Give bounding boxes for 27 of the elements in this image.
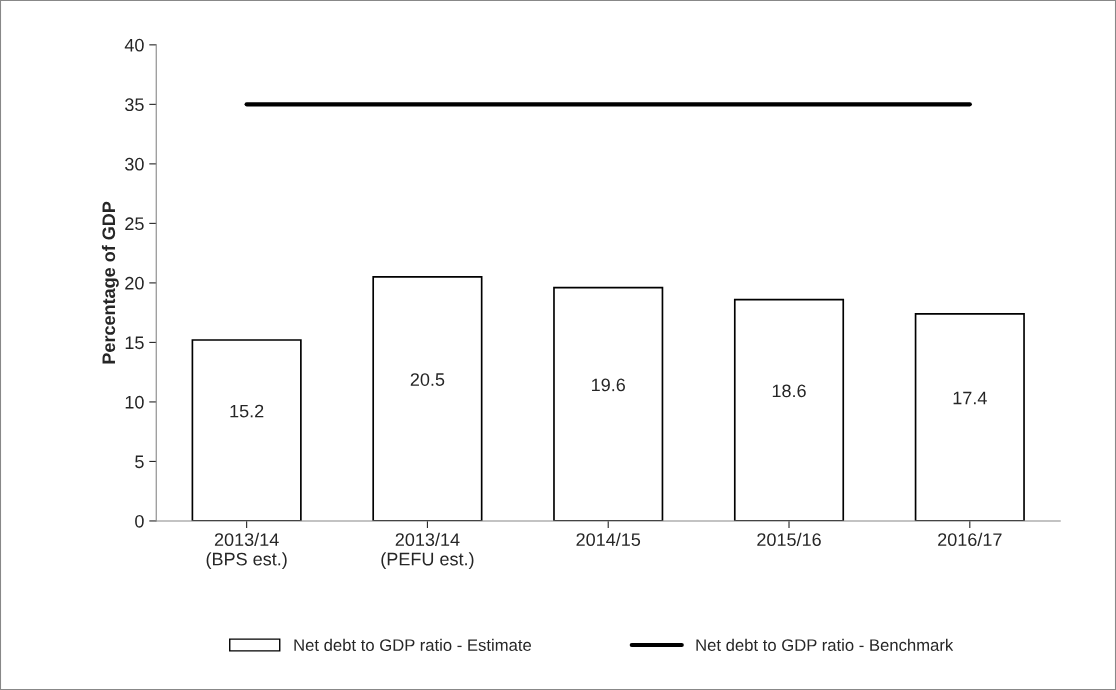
data-label: 18.6	[772, 384, 806, 398]
y-tick-label: 15	[125, 336, 144, 350]
y-tick-label: 20	[125, 276, 144, 290]
data-label: 20.5	[410, 373, 445, 386]
y-tick-label: 35	[125, 98, 144, 112]
y-tick-label: 0	[135, 514, 144, 528]
data-label: 17.4	[953, 391, 987, 405]
x-tick-label: 2013/14 (PEFU est.)	[381, 532, 474, 570]
y-tick-label: 40	[124, 38, 144, 52]
data-label: 19.6	[592, 378, 625, 392]
x-tick-label: 2014/15	[576, 532, 641, 547]
y-tick-label: 5	[135, 455, 144, 469]
y-tick-label: 25	[125, 217, 144, 231]
y-tick-label: 30	[125, 157, 144, 171]
bar	[914, 313, 1025, 521]
data-label: 15.2	[230, 404, 264, 418]
x-tick-label: 2015/16	[757, 532, 821, 547]
bar	[733, 298, 845, 521]
bar	[553, 286, 664, 521]
bar	[191, 339, 302, 521]
y-axis-title: Percentage of GDP	[101, 201, 119, 364]
x-tick-label: 2013/14 (BPS est.)	[206, 532, 287, 570]
legend-label: Net debt to GDP ratio - Estimate	[294, 638, 532, 652]
y-tick-label: 10	[125, 395, 144, 409]
bar	[372, 276, 483, 521]
x-tick-label: 2016/17	[938, 532, 1002, 547]
legend-label: Net debt to GDP ratio - Benchmark	[696, 638, 954, 652]
